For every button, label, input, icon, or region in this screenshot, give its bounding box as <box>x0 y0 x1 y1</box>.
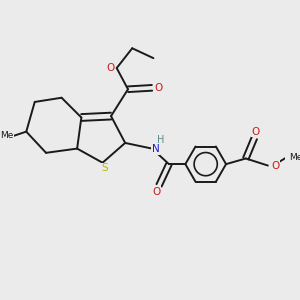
Text: Me: Me <box>0 131 14 140</box>
Text: O: O <box>252 127 260 137</box>
Text: O: O <box>106 63 115 73</box>
Text: O: O <box>152 187 160 196</box>
Text: Me: Me <box>290 153 300 162</box>
Text: N: N <box>152 144 160 154</box>
Text: S: S <box>101 164 108 173</box>
Text: H: H <box>157 134 164 145</box>
Text: O: O <box>272 160 280 170</box>
Text: O: O <box>154 83 162 93</box>
